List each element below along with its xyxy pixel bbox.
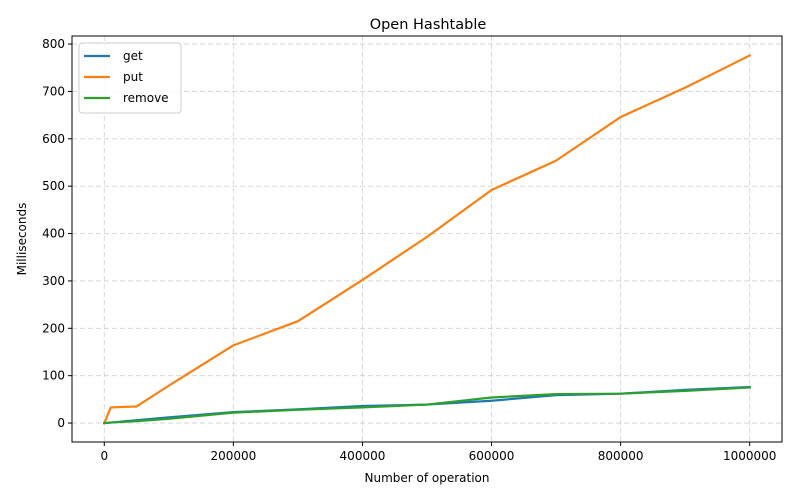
y-tick-label: 400 xyxy=(42,227,65,241)
y-tick-label: 700 xyxy=(42,84,65,98)
x-tick-label: 800000 xyxy=(598,449,644,463)
x-tick-label: 400000 xyxy=(340,449,386,463)
plot-frame xyxy=(71,35,783,443)
x-tick-label: 600000 xyxy=(469,449,515,463)
legend-label-get: get xyxy=(123,49,143,63)
legend-label-remove: remove xyxy=(123,91,169,105)
x-tick-label: 200000 xyxy=(210,449,256,463)
y-tick-label: 600 xyxy=(42,132,65,146)
legend-label-put: put xyxy=(123,70,143,84)
y-tick-label: 200 xyxy=(42,321,65,335)
y-tick-label: 300 xyxy=(42,274,65,288)
x-axis-label: Number of operation xyxy=(364,471,489,485)
y-tick-label: 0 xyxy=(57,416,65,430)
y-tick-label: 100 xyxy=(42,369,65,383)
chart-title: Open Hashtable xyxy=(370,17,487,33)
y-axis-label: Milliseconds xyxy=(15,203,29,276)
x-tick-label: 0 xyxy=(100,449,108,463)
series-lines xyxy=(102,53,752,425)
series-line-put xyxy=(102,53,752,425)
y-tick-label: 500 xyxy=(42,179,65,193)
x-tick-label: 1000000 xyxy=(723,449,776,463)
axis-ticks: 0 200000 400000 600000 800000 1000000 0 100 200 3… xyxy=(42,37,776,463)
legend: get put remove xyxy=(78,42,182,114)
y-tick-label: 800 xyxy=(42,37,65,51)
legend-box xyxy=(78,42,182,114)
series-line-remove xyxy=(103,386,751,425)
grid xyxy=(72,36,782,442)
